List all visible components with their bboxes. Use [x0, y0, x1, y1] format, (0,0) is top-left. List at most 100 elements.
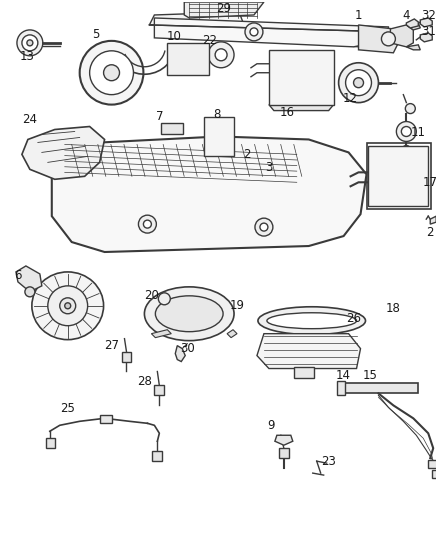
Text: 27: 27: [104, 339, 119, 352]
Text: 4: 4: [403, 10, 410, 22]
Circle shape: [27, 40, 33, 46]
Text: 30: 30: [180, 342, 194, 355]
Polygon shape: [359, 25, 399, 53]
Circle shape: [103, 65, 120, 80]
Circle shape: [25, 287, 35, 297]
Circle shape: [215, 49, 227, 61]
Text: 18: 18: [386, 302, 401, 316]
Polygon shape: [152, 451, 162, 461]
Bar: [432, 470, 438, 478]
Polygon shape: [279, 448, 289, 458]
Polygon shape: [390, 25, 413, 47]
Polygon shape: [257, 334, 360, 368]
Text: 10: 10: [167, 30, 182, 43]
Circle shape: [138, 215, 156, 233]
Circle shape: [48, 286, 88, 326]
Polygon shape: [406, 19, 418, 28]
Circle shape: [80, 41, 143, 104]
Ellipse shape: [145, 287, 234, 341]
Text: 13: 13: [19, 50, 34, 63]
Polygon shape: [406, 23, 420, 30]
Ellipse shape: [267, 313, 357, 329]
Text: 8: 8: [213, 108, 221, 121]
Text: 26: 26: [346, 312, 361, 325]
Bar: [167, 43, 209, 75]
Bar: [339, 383, 418, 393]
Circle shape: [353, 78, 364, 87]
Circle shape: [339, 63, 378, 103]
Polygon shape: [420, 18, 432, 27]
Bar: [269, 50, 334, 104]
Circle shape: [159, 293, 170, 305]
Polygon shape: [22, 126, 105, 179]
Polygon shape: [269, 104, 334, 110]
Circle shape: [250, 28, 258, 36]
Bar: [161, 123, 183, 134]
Circle shape: [17, 30, 43, 56]
Polygon shape: [121, 352, 131, 361]
Polygon shape: [154, 18, 389, 47]
Text: 15: 15: [363, 369, 378, 382]
Text: 5: 5: [92, 28, 99, 42]
Polygon shape: [52, 136, 367, 252]
Bar: [368, 147, 428, 206]
Circle shape: [143, 220, 152, 228]
Text: 20: 20: [144, 289, 159, 302]
Circle shape: [255, 218, 273, 236]
Text: 2: 2: [427, 225, 434, 239]
Circle shape: [403, 146, 410, 154]
Circle shape: [90, 51, 134, 95]
Polygon shape: [275, 435, 293, 445]
Polygon shape: [149, 12, 244, 25]
Circle shape: [60, 298, 76, 314]
Polygon shape: [154, 385, 164, 395]
Text: 31: 31: [421, 26, 436, 38]
Bar: [367, 143, 431, 209]
Bar: [337, 382, 345, 395]
Text: 24: 24: [22, 113, 37, 126]
Text: 11: 11: [411, 126, 426, 139]
Text: 22: 22: [201, 34, 217, 47]
Polygon shape: [175, 345, 185, 361]
Text: 6: 6: [14, 269, 21, 282]
Circle shape: [65, 303, 71, 309]
Ellipse shape: [155, 296, 223, 332]
Polygon shape: [227, 330, 237, 337]
Text: 12: 12: [343, 92, 358, 105]
Text: 3: 3: [265, 161, 272, 174]
Text: 23: 23: [321, 455, 336, 467]
Text: 7: 7: [155, 110, 163, 123]
Text: 17: 17: [423, 176, 438, 189]
Polygon shape: [184, 2, 264, 18]
Ellipse shape: [258, 307, 365, 335]
Text: 16: 16: [279, 106, 294, 119]
Circle shape: [22, 35, 38, 51]
Polygon shape: [420, 33, 432, 42]
Bar: [294, 367, 314, 378]
Text: 32: 32: [421, 10, 436, 22]
Circle shape: [245, 23, 263, 41]
Polygon shape: [244, 25, 399, 50]
Text: 1: 1: [355, 10, 362, 22]
Circle shape: [401, 126, 411, 136]
Ellipse shape: [32, 272, 103, 340]
Polygon shape: [430, 216, 436, 224]
Bar: [428, 460, 438, 468]
Polygon shape: [99, 415, 112, 423]
Polygon shape: [406, 45, 420, 50]
Text: 19: 19: [230, 300, 244, 312]
Polygon shape: [152, 330, 171, 337]
Text: 29: 29: [216, 2, 232, 14]
Text: 14: 14: [336, 369, 351, 382]
Bar: [204, 117, 234, 156]
Text: 28: 28: [137, 375, 152, 388]
Circle shape: [381, 32, 396, 46]
Circle shape: [346, 70, 371, 95]
Polygon shape: [16, 266, 42, 292]
Circle shape: [208, 42, 234, 68]
Text: 9: 9: [267, 419, 275, 432]
Circle shape: [396, 122, 416, 141]
Polygon shape: [46, 438, 55, 448]
Text: 25: 25: [60, 402, 75, 415]
Circle shape: [260, 223, 268, 231]
